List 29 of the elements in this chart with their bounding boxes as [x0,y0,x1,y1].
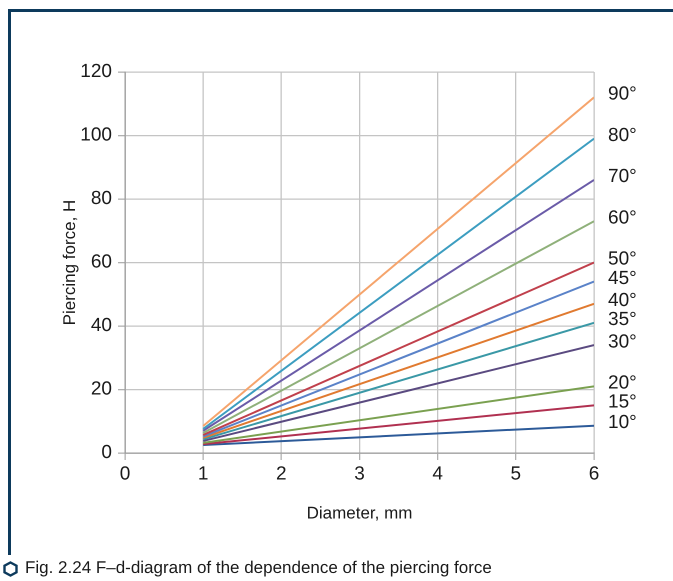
y-tick-label: 120 [80,61,112,82]
series-label: 30° [608,331,637,352]
y-tick-label: 100 [80,124,112,146]
series-label: 60° [608,207,637,228]
series-label: 10° [608,412,637,433]
series-label: 50° [608,248,637,270]
text: Fig. 2.24 F–d-diagram of the dependence of the piercing force [25,558,492,578]
y-tick-label: 60 [90,252,112,273]
x-tick-label: 2 [276,464,287,485]
y-tick-label: 40 [90,315,112,336]
series-label: 70° [608,166,637,188]
series-label: 90° [608,84,637,105]
x-tick-label: 3 [354,464,365,485]
series-label: 35° [608,309,637,330]
series-label: 80° [608,124,637,146]
x-tick-label: 5 [510,464,522,485]
x-tick-label: 6 [588,464,600,485]
y-tick-label: 20 [90,378,112,400]
x-tick-label: 1 [198,464,208,485]
x-axis-title: Diameter, mm [306,503,412,522]
series-label: 45° [608,268,637,289]
y-axis-title: Piercing force, H [60,200,79,326]
x-tick-label: 0 [120,464,130,485]
series-label: 40° [608,290,637,312]
y-tick-label: 0 [101,442,112,464]
y-tick-label: 80 [90,188,112,210]
series-label: 20° [608,372,637,394]
x-tick-label: 4 [432,464,444,485]
series-label: 15° [608,392,637,413]
